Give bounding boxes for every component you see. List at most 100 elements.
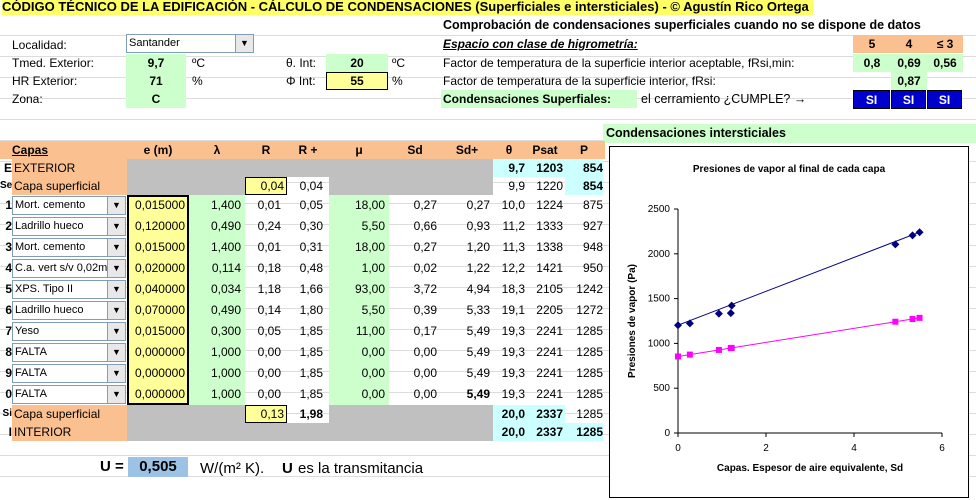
layer-l: 1,400 bbox=[189, 195, 245, 216]
chevron-down-icon[interactable]: ▼ bbox=[107, 365, 125, 382]
layer-material-dropdown[interactable]: Ladrillo hueco ▼ bbox=[12, 217, 126, 236]
hdr-psat: Psat bbox=[532, 143, 558, 157]
layer-theta: 18,3 bbox=[501, 282, 525, 296]
sup-ext-gray bbox=[127, 177, 245, 195]
localidad-dropdown[interactable]: Santander ▼ bbox=[126, 34, 254, 53]
layer-material-dropdown[interactable]: FALTA ▼ bbox=[12, 364, 126, 383]
layer-rp: 0,05 bbox=[299, 198, 323, 212]
chevron-down-icon[interactable]: ▼ bbox=[107, 239, 125, 256]
layer-sdp: 4,94 bbox=[466, 282, 490, 296]
phi-value[interactable]: 55 bbox=[326, 72, 388, 90]
y-tick-label: 1500 bbox=[648, 294, 671, 305]
exterior-theta: 9,7 bbox=[493, 159, 525, 177]
tmed-label: Tmed. Exterior: bbox=[12, 56, 95, 70]
hr-value[interactable]: 71 bbox=[126, 72, 186, 90]
layer-theta: 19,3 bbox=[501, 345, 525, 359]
table-row: 2 Ladrillo hueco ▼ 0,120000 0,490 0,24 0,30 5,5… bbox=[0, 216, 605, 237]
exterior-p: 854 bbox=[565, 159, 603, 177]
chevron-down-icon[interactable]: ▼ bbox=[107, 197, 125, 214]
hr-label: HR Exterior: bbox=[12, 74, 78, 88]
layer-material-dropdown[interactable]: Yeso ▼ bbox=[12, 322, 126, 341]
layer-psat: 2241 bbox=[536, 345, 563, 359]
sup-ext-r[interactable]: 0,04 bbox=[245, 177, 287, 195]
layer-l: 1,400 bbox=[189, 237, 245, 258]
chevron-down-icon[interactable]: ▼ bbox=[107, 218, 125, 235]
chevron-down-icon[interactable]: ▼ bbox=[107, 281, 125, 298]
layer-e[interactable]: 0,070000 bbox=[127, 300, 189, 321]
layer-material-dropdown[interactable]: XPS. Tipo II ▼ bbox=[12, 280, 126, 299]
u-unit: W/(m² K). bbox=[200, 460, 265, 477]
row-number: 9 bbox=[5, 366, 12, 380]
x-tick-label: 2 bbox=[763, 443, 769, 454]
layer-material-dropdown[interactable]: C.a. vert s/v 0,02m ▼ bbox=[12, 259, 126, 278]
tint-value[interactable]: 20 bbox=[326, 54, 388, 72]
layer-r: 0,05 bbox=[257, 324, 281, 338]
series-1-point bbox=[728, 344, 735, 351]
sup-int-gray bbox=[127, 405, 245, 423]
series-1-trend bbox=[677, 317, 920, 357]
table-row: 7 Yeso ▼ 0,015000 0,300 0,05 1,85 11,00 0,17 5,49… bbox=[0, 321, 605, 342]
series-0-trend bbox=[677, 231, 920, 326]
layer-rp: 1,85 bbox=[299, 324, 323, 338]
fact1-v5: 0,8 bbox=[853, 54, 891, 72]
layer-p: 1285 bbox=[576, 345, 603, 359]
layer-theta: 11,2 bbox=[502, 219, 525, 233]
interior-theta: 20,0 bbox=[493, 423, 525, 441]
layer-e[interactable]: 0,040000 bbox=[127, 279, 189, 300]
layer-e[interactable]: 0,000000 bbox=[127, 342, 189, 363]
interior-label: INTERIOR bbox=[12, 423, 127, 441]
phi-unit: % bbox=[392, 74, 403, 88]
chevron-down-icon[interactable]: ▼ bbox=[107, 344, 125, 361]
series-0-point bbox=[714, 309, 723, 318]
layer-e[interactable]: 0,015000 bbox=[127, 237, 189, 258]
sup-ext-theta: 9,9 bbox=[508, 179, 525, 193]
layer-sd: 0,27 bbox=[413, 240, 437, 254]
x-axis-label: Capas. Espesor de aire equivalente, Sd bbox=[717, 463, 903, 474]
layer-material-dropdown[interactable]: FALTA ▼ bbox=[12, 343, 126, 362]
layer-material-dropdown[interactable]: Mort. cemento ▼ bbox=[12, 196, 126, 215]
layer-psat: 1224 bbox=[536, 198, 563, 212]
row-exterior: E EXTERIOR 9,7 1203 854 bbox=[0, 159, 605, 177]
series-1-point bbox=[715, 346, 722, 353]
sup-int-r[interactable]: 0,13 bbox=[245, 405, 287, 423]
layer-p: 875 bbox=[582, 198, 603, 212]
row-number: 2 bbox=[5, 219, 12, 233]
layer-psat: 2241 bbox=[536, 324, 563, 338]
layer-material-dropdown[interactable]: FALTA ▼ bbox=[12, 385, 126, 404]
tmed-value[interactable]: 9,7 bbox=[126, 54, 186, 72]
layer-sd: 0,66 bbox=[413, 219, 437, 233]
layer-theta: 11,3 bbox=[502, 240, 525, 254]
row-number: Se bbox=[0, 180, 12, 191]
layer-e[interactable]: 0,015000 bbox=[127, 195, 189, 216]
u-label: U = bbox=[100, 458, 124, 475]
layer-e[interactable]: 0,000000 bbox=[127, 384, 189, 405]
layer-p: 948 bbox=[582, 240, 603, 254]
layer-material-dropdown[interactable]: Ladrillo hueco ▼ bbox=[12, 301, 126, 320]
layer-material-dropdown[interactable]: Mort. cemento ▼ bbox=[12, 238, 126, 257]
chevron-down-icon[interactable]: ▼ bbox=[107, 323, 125, 340]
layer-mu: 5,50 bbox=[329, 300, 389, 321]
layer-e[interactable]: 0,120000 bbox=[127, 216, 189, 237]
chart-svg: Presiones de vapor al final de cada capa… bbox=[627, 164, 945, 474]
chevron-down-icon[interactable]: ▼ bbox=[107, 260, 125, 277]
layer-sdp: 0,27 bbox=[466, 198, 490, 212]
chevron-down-icon[interactable]: ▼ bbox=[107, 302, 125, 319]
chevron-down-icon[interactable]: ▼ bbox=[107, 386, 125, 403]
layer-e[interactable]: 0,020000 bbox=[127, 258, 189, 279]
layer-e[interactable]: 0,000000 bbox=[127, 363, 189, 384]
zona-value[interactable]: C bbox=[126, 90, 186, 108]
vapor-pressure-chart[interactable]: Presiones de vapor al final de cada capa… bbox=[609, 146, 969, 498]
layer-r: 0,18 bbox=[257, 261, 281, 275]
row-number: 0 bbox=[5, 387, 12, 401]
table-row: 0 FALTA ▼ 0,000000 1,000 0,00 1,85 0,00 0,00 5,49… bbox=[0, 384, 605, 405]
row-number: E bbox=[3, 161, 12, 175]
layer-p: 1285 bbox=[576, 366, 603, 380]
layer-material: Ladrillo hueco bbox=[15, 304, 84, 316]
layer-e[interactable]: 0,015000 bbox=[127, 321, 189, 342]
tint-unit: ºC bbox=[392, 56, 406, 70]
exterior-psat: 1203 bbox=[525, 159, 565, 177]
tint-label: θ. Int: bbox=[286, 56, 317, 70]
hdr-capas: Capas bbox=[12, 143, 49, 157]
chevron-down-icon[interactable]: ▼ bbox=[235, 35, 253, 52]
layer-psat: 2241 bbox=[536, 366, 563, 380]
